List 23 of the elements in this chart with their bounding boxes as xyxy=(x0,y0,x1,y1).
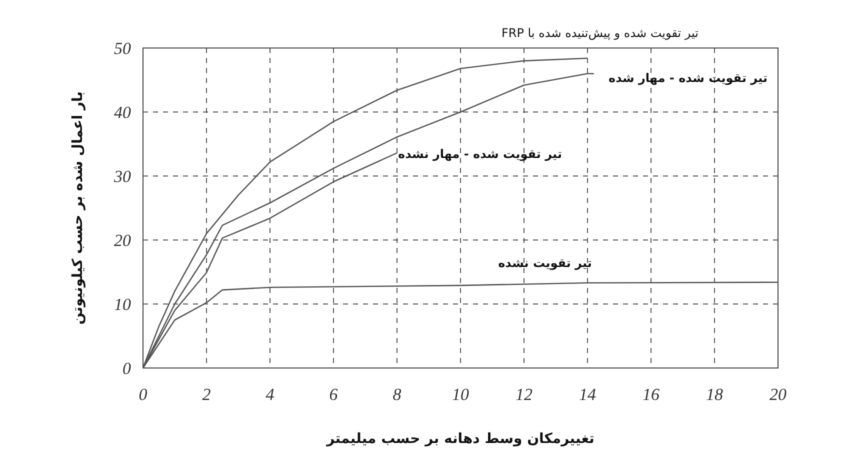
x-tick-label: 8 xyxy=(392,385,402,404)
y-tick-label: 0 xyxy=(122,359,132,378)
series-label: تیر تقویت شده - مهار نشده xyxy=(398,147,562,161)
x-tick-label: 12 xyxy=(516,385,533,404)
series-label: تیر تقویت نشده xyxy=(498,256,592,270)
x-axis-title: تغییرمکان وسط دهانه بر حسب میلیمتر xyxy=(326,431,594,447)
x-tick-label: 14 xyxy=(579,385,596,404)
series-label: تیر تقویت شده و پیش‌تنیده شده با FRP xyxy=(502,26,698,40)
x-tick-label: 0 xyxy=(138,385,148,404)
x-tick-label: 6 xyxy=(329,385,338,404)
y-axis-title: بار اعمال شده بر حسب کیلونیوتن xyxy=(70,91,86,325)
y-tick-label: 30 xyxy=(113,167,132,186)
x-tick-label: 20 xyxy=(770,385,787,404)
x-tick-label: 4 xyxy=(266,385,275,404)
x-tick-label: 18 xyxy=(706,385,724,404)
y-tick-label: 50 xyxy=(114,39,132,58)
x-tick-label: 16 xyxy=(642,385,660,404)
series-label: تیر تقویت شده - مهار شده xyxy=(608,71,768,85)
x-tick-label: 10 xyxy=(452,385,470,404)
y-tick-label: 40 xyxy=(114,103,132,122)
y-tick-label: 10 xyxy=(114,295,132,314)
y-tick-label: 20 xyxy=(114,231,132,250)
x-tick-label: 2 xyxy=(202,385,212,404)
